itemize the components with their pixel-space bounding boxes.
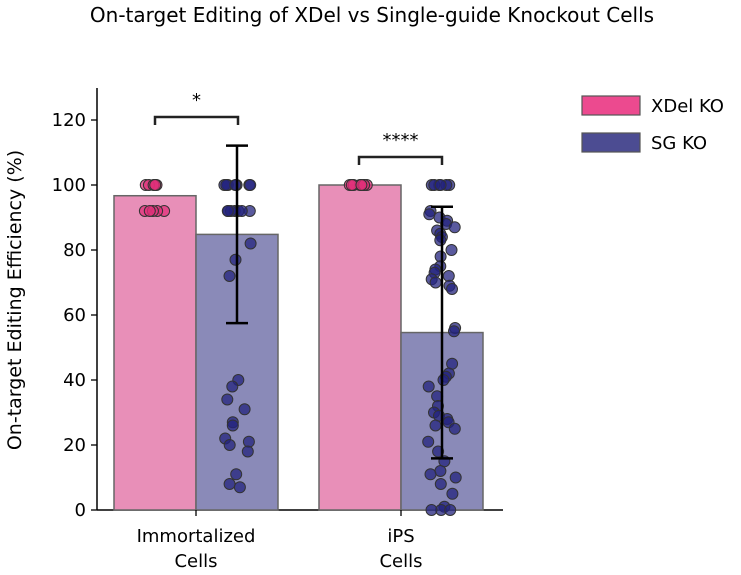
data-point xyxy=(448,221,461,234)
data-point xyxy=(230,468,243,481)
data-point xyxy=(221,393,234,406)
x-tick-label: Cells xyxy=(174,551,217,572)
data-point xyxy=(355,179,368,191)
data-point xyxy=(424,468,437,481)
y-tick-label: 120 xyxy=(52,110,86,131)
legend-label-xdel-ko: XDel KO xyxy=(651,96,724,117)
data-point xyxy=(434,234,447,247)
y-tick-label: 100 xyxy=(52,175,86,196)
data-point xyxy=(434,179,447,191)
data-point xyxy=(425,504,438,516)
data-point xyxy=(449,471,462,484)
data-point xyxy=(241,445,254,458)
significance-label: **** xyxy=(383,130,419,151)
data-point xyxy=(448,325,460,338)
y-tick-label: 80 xyxy=(63,240,86,261)
data-point xyxy=(221,205,234,217)
y-tick-label: 0 xyxy=(75,500,86,521)
data-point xyxy=(238,403,251,416)
legend-swatch-xdel-ko xyxy=(581,95,641,116)
data-point xyxy=(445,244,458,256)
bar xyxy=(113,194,197,511)
data-point xyxy=(233,481,246,494)
data-point xyxy=(244,179,257,191)
data-point xyxy=(229,179,242,191)
data-point xyxy=(229,253,242,266)
data-point xyxy=(422,435,435,448)
data-point xyxy=(223,478,236,490)
data-point xyxy=(429,276,442,289)
data-point xyxy=(149,179,162,191)
legend-label-sg-ko: SG KO xyxy=(651,133,707,154)
plot-area: 020406080100120*****ImmortalizedCellsiPS… xyxy=(52,88,503,572)
data-point xyxy=(226,380,239,393)
y-tick-label: 40 xyxy=(63,370,86,391)
data-point xyxy=(444,504,457,516)
data-point xyxy=(244,237,257,250)
significance-label: * xyxy=(192,90,201,111)
legend: XDel KO SG KO xyxy=(581,95,724,154)
data-point xyxy=(437,374,450,386)
data-point xyxy=(423,208,436,221)
legend-swatch-sg-ko xyxy=(581,132,641,153)
data-point xyxy=(434,465,447,477)
chart-title: On-target Editing of XDel vs Single-guid… xyxy=(90,3,654,27)
significance-bracket xyxy=(357,155,444,165)
data-point xyxy=(446,283,458,295)
x-tick-label: Immortalized xyxy=(137,526,256,547)
significance-bracket xyxy=(153,115,240,125)
y-axis-label: On-target Editing Efficiency (%) xyxy=(4,150,26,450)
y-tick-label: 60 xyxy=(63,305,86,326)
data-point xyxy=(446,487,459,500)
data-point xyxy=(223,270,236,282)
data-point xyxy=(422,380,435,393)
data-point xyxy=(448,422,461,435)
y-tick-label: 20 xyxy=(63,435,86,456)
data-point xyxy=(226,419,239,432)
x-tick-label: iPS xyxy=(387,526,414,547)
x-tick-label: Cells xyxy=(379,551,422,572)
data-point xyxy=(434,478,447,490)
data-point xyxy=(429,419,442,432)
bar xyxy=(318,184,402,511)
data-point xyxy=(143,205,156,217)
data-point xyxy=(223,439,236,451)
